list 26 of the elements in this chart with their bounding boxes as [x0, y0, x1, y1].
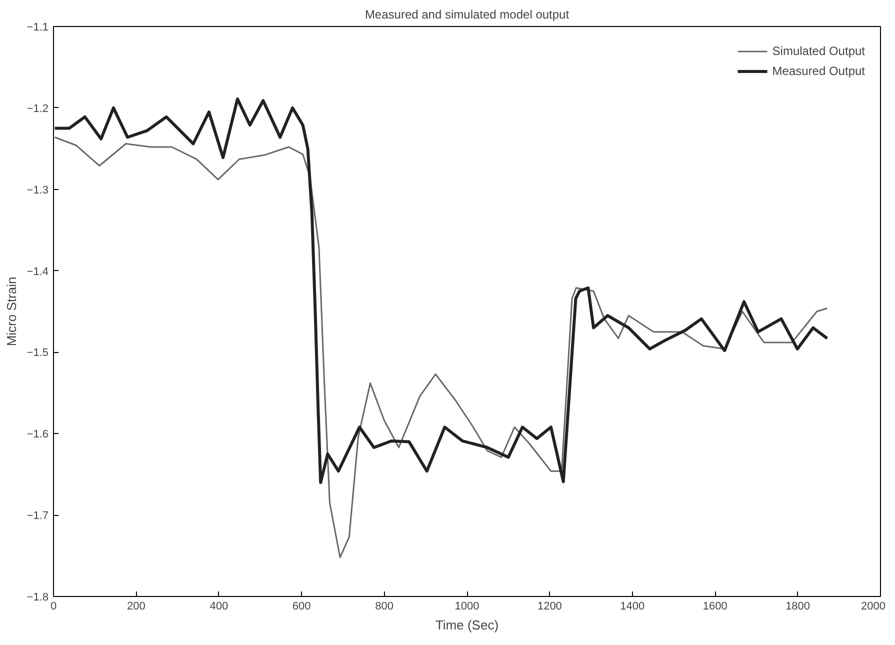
x-tick-label: 1000: [454, 600, 480, 612]
y-tick-label: −1.4: [26, 266, 49, 278]
x-tick-label: 0: [50, 600, 57, 612]
x-tick-label: 400: [210, 600, 228, 612]
chart-title: Measured and simulated model output: [364, 8, 570, 22]
x-tick-label: 1600: [702, 600, 728, 612]
x-tick-label: 800: [375, 600, 394, 612]
x-tick-label: 200: [127, 600, 146, 612]
line-series: [54, 97, 829, 484]
y-tick-label: −1.2: [26, 102, 49, 115]
x-tick-label: 2000: [861, 600, 886, 612]
x-tick-label: 1200: [537, 600, 562, 612]
x-tick-label: 1800: [786, 600, 810, 612]
x-tick-label: 600: [292, 600, 311, 612]
y-tick-label: −1.7: [26, 510, 49, 522]
y-axis-title: Micro Strain: [4, 276, 19, 346]
line-series: [54, 136, 828, 558]
legend-label: Measured Output: [772, 64, 865, 78]
y-tick-label: −1.3: [26, 184, 49, 196]
y-tick-label: −1.1: [26, 22, 49, 34]
legend-label: Simulated Output: [772, 44, 865, 58]
y-tick-label: −1.5: [26, 347, 49, 360]
x-axis-title: Time (Sec): [435, 618, 499, 632]
x-tick-label: 1400: [620, 600, 645, 612]
y-tick-label: −1.8: [26, 592, 49, 604]
y-tick-label: −1.6: [26, 428, 49, 441]
